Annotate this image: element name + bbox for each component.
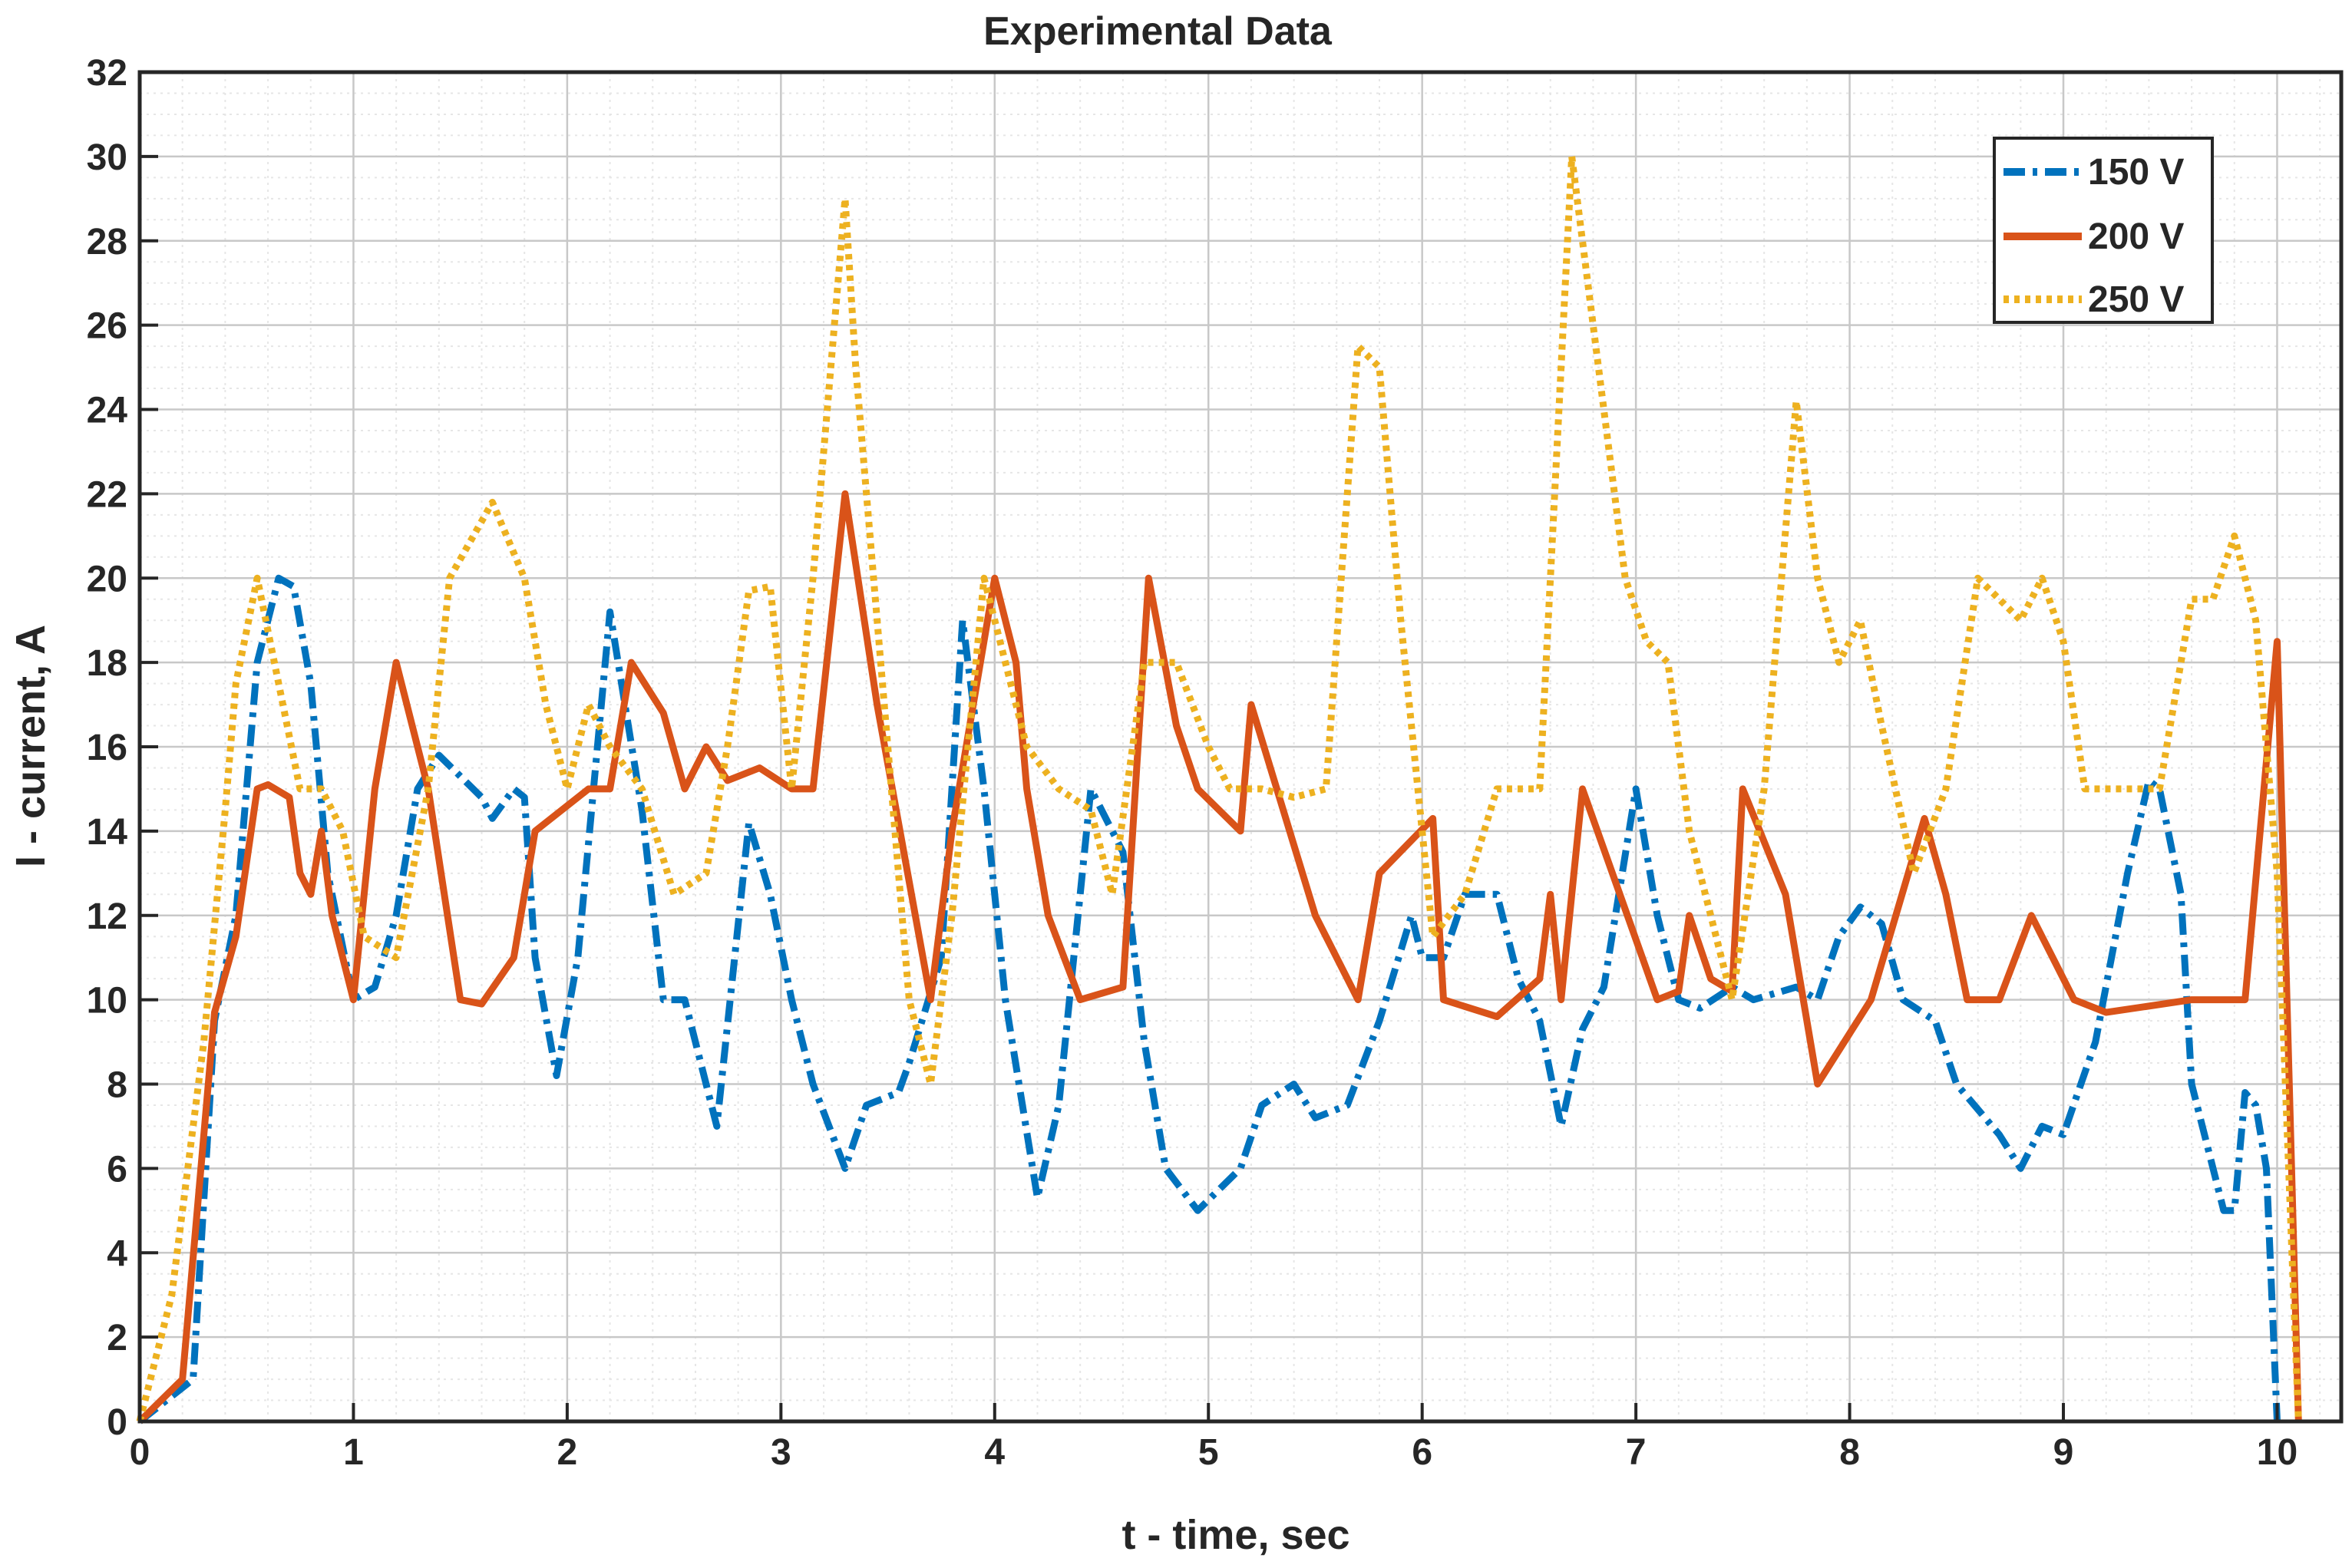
x-tick-label: 4 [984, 1432, 1005, 1473]
legend-label-250v: 250 V [2088, 279, 2184, 320]
series-line-150v [137, 574, 2281, 1424]
series-layer [136, 153, 2302, 1424]
y-tick-label: 20 [87, 559, 127, 599]
y-tick-label: 22 [87, 474, 127, 515]
y-tick-label: 18 [87, 643, 127, 684]
y-tick-label: 0 [107, 1402, 127, 1443]
x-tick-label: 8 [1839, 1432, 1860, 1473]
x-tick-label: 10 [2257, 1432, 2297, 1473]
x-tick-label: 2 [557, 1432, 578, 1473]
series-line-200v [137, 490, 2302, 1424]
legend-box [1993, 137, 2214, 324]
y-tick-label: 16 [87, 728, 127, 768]
y-tick-label: 14 [87, 812, 128, 853]
x-tick-label: 7 [1626, 1432, 1647, 1473]
y-tick-label: 30 [87, 137, 127, 178]
legend-entry-150v: 150 V [2003, 152, 2184, 193]
legend-label-150v: 150 V [2088, 152, 2184, 193]
y-tick-label: 4 [107, 1233, 127, 1274]
y-tick-label: 10 [87, 981, 127, 1022]
legend: 150 V 200 V 250 V [1993, 137, 2214, 324]
y-tick-label: 2 [107, 1318, 127, 1358]
y-tick-label: 8 [107, 1065, 127, 1106]
x-tick-label: 1 [343, 1432, 364, 1473]
y-tick-label: 26 [87, 306, 127, 347]
legend-entry-250v: 250 V [2003, 279, 2184, 320]
legend-entry-200v: 200 V [2003, 216, 2184, 257]
x-tick-label: 0 [130, 1432, 150, 1473]
y-tick-label: 6 [107, 1149, 127, 1190]
x-tick-label: 6 [1412, 1432, 1432, 1473]
x-tick-label: 3 [771, 1432, 791, 1473]
chart-title: Experimental Data [983, 9, 1333, 54]
y-axis-label: I - current, A [8, 625, 54, 867]
y-tick-label: 28 [87, 222, 127, 262]
x-axis: 0 1 2 3 4 5 6 7 8 9 10 [130, 1403, 2297, 1473]
x-axis-label: t - time, sec [1121, 1512, 1349, 1558]
x-tick-label: 9 [2053, 1432, 2074, 1473]
y-tick-label: 12 [87, 896, 127, 937]
y-tick-label: 32 [87, 53, 127, 94]
series-line-250v [136, 153, 2302, 1423]
x-tick-label: 5 [1198, 1432, 1219, 1473]
y-tick-label: 24 [87, 391, 128, 431]
legend-label-200v: 200 V [2088, 216, 2184, 257]
